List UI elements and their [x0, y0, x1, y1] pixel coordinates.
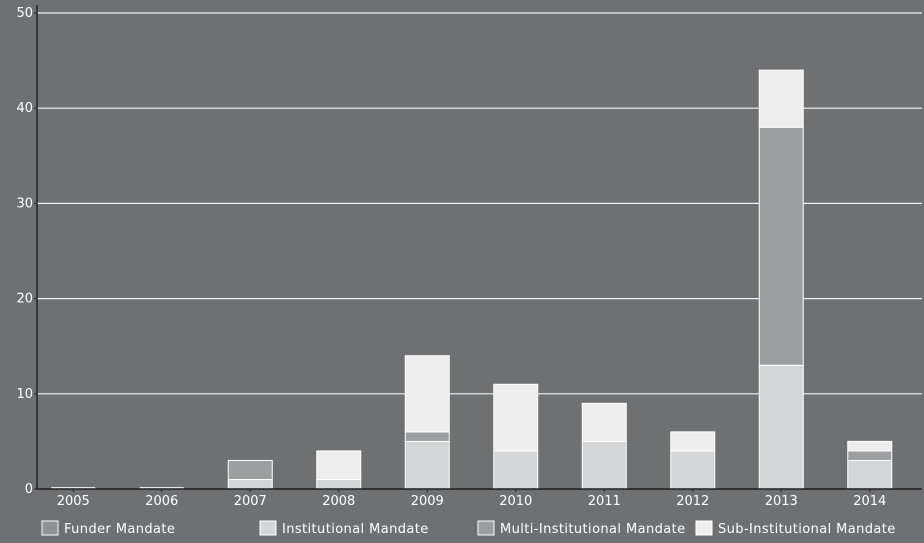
x-tick-label: 2011: [588, 494, 621, 509]
bar-segment: [847, 459, 893, 490]
bar-segment: [758, 364, 804, 490]
legend-swatch: [41, 520, 59, 536]
y-tick-label: 30: [16, 196, 33, 211]
bar-segment-empty: [139, 487, 184, 489]
x-tick-label: 2009: [411, 494, 444, 509]
bar-segment: [316, 450, 362, 480]
bar-segment: [227, 478, 273, 490]
legend-label: Institutional Mandate: [282, 522, 429, 537]
y-tick-label: 0: [25, 482, 33, 497]
bar-segment: [404, 440, 450, 490]
bar-segment: [847, 450, 893, 461]
bar-segment: [670, 450, 716, 490]
x-tick-label: 2007: [234, 494, 267, 509]
x-tick-label: 2014: [853, 494, 886, 509]
bar-segment: [227, 459, 273, 480]
y-tick-labels: 0 10 20 30 40 50: [16, 6, 33, 497]
bar-segment: [758, 126, 804, 366]
legend-swatch: [259, 520, 277, 536]
bar-segment: [404, 431, 450, 442]
legend-label: Multi-Institutional Mandate: [500, 522, 686, 537]
bars: [51, 69, 893, 490]
x-tick-labels: 2005 2006 2007 2008 2009 2010 2011 2012 2013 2014: [57, 494, 887, 509]
bar-segment: [758, 69, 804, 128]
legend-label: Sub-Institutional Mandate: [718, 522, 896, 537]
bar-segment-empty: [51, 487, 96, 489]
x-tick-label: 2008: [322, 494, 355, 509]
y-tick-label: 10: [16, 387, 33, 402]
axes: [34, 5, 922, 492]
y-tick-label: 50: [16, 6, 33, 21]
x-tick-label: 2013: [765, 494, 798, 509]
x-tick-label: 2012: [676, 494, 709, 509]
x-tick-label: 2010: [499, 494, 532, 509]
bar-segment: [847, 440, 893, 452]
bar-segment: [493, 383, 539, 452]
y-tick-label: 40: [16, 101, 33, 116]
y-tick-label: 20: [16, 292, 33, 307]
bar-segment: [581, 440, 627, 490]
bar-segment: [493, 450, 539, 490]
x-tick-label: 2006: [145, 494, 178, 509]
bar-segment: [404, 355, 450, 433]
legend: Funder Mandate Institutional Mandate Multi…: [41, 520, 896, 537]
x-tick-label: 2005: [57, 494, 90, 509]
legend-swatch: [695, 520, 713, 536]
legend-label: Funder Mandate: [64, 522, 175, 537]
legend-swatch: [477, 520, 495, 536]
bar-segment: [316, 478, 362, 490]
bar-segment: [670, 431, 716, 452]
bar-segment: [581, 402, 627, 442]
